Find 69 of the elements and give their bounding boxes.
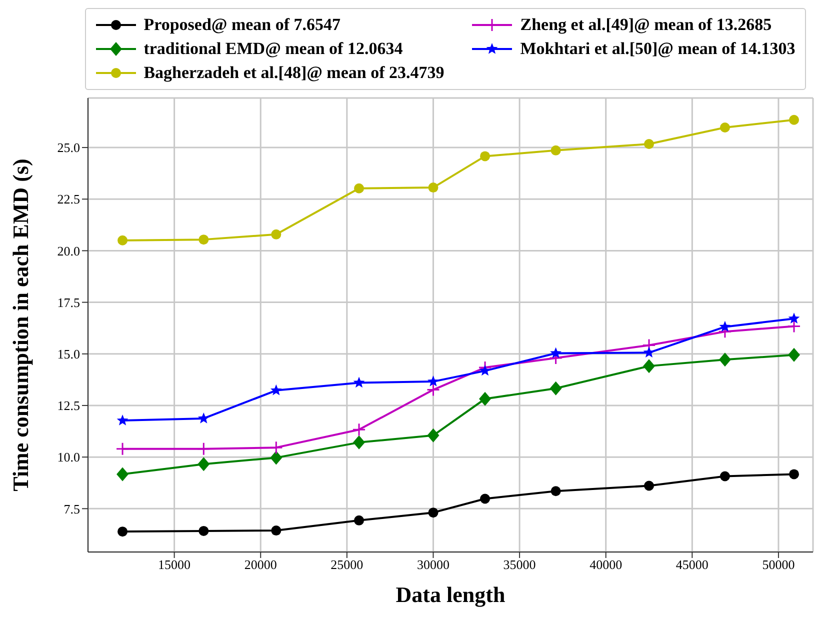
point <box>427 428 440 442</box>
y-tick-label: 12.5 <box>57 398 80 414</box>
point <box>644 139 654 150</box>
point <box>353 435 366 450</box>
point <box>789 114 800 125</box>
point <box>644 480 654 491</box>
legend-label: Mokhtari et al.[50]@ mean of 14.1303 <box>520 39 796 59</box>
legend-label: Bagherzadeh et al.[48]@ mean of 23.4739 <box>144 63 444 83</box>
point <box>116 414 128 426</box>
point <box>354 183 364 194</box>
y-tick-label: 10.0 <box>57 450 80 465</box>
point <box>550 347 562 358</box>
x-tick-label: 35000 <box>503 557 536 572</box>
point <box>352 422 366 436</box>
point <box>428 182 438 193</box>
x-tick-label: 50000 <box>762 557 795 572</box>
point <box>269 440 283 454</box>
point <box>787 319 801 333</box>
point <box>720 122 730 133</box>
point <box>354 515 364 526</box>
x-tick-label: 20000 <box>244 557 277 572</box>
point <box>118 526 128 537</box>
point <box>198 526 209 536</box>
point <box>198 457 210 472</box>
y-tick-label: 17.5 <box>57 294 80 310</box>
y-tick-label: 15.0 <box>57 346 80 362</box>
x-tick-label: 15000 <box>158 557 191 572</box>
legend-label: Zheng et al.[49]@ mean of 13.2685 <box>520 15 772 35</box>
x-tick-label: 40000 <box>590 557 622 572</box>
point <box>271 229 282 240</box>
point <box>480 494 490 504</box>
point <box>428 376 439 386</box>
point <box>426 383 440 397</box>
y-axis-title: Time consumption in each EMD (s) <box>8 158 33 492</box>
point <box>788 312 800 324</box>
x-tick-label: 30000 <box>416 557 450 572</box>
x-axis-title: Data length <box>396 582 506 607</box>
x-tick-label: 45000 <box>676 557 708 572</box>
y-tick-label: 22.5 <box>57 192 80 207</box>
y-tick-label: 20.0 <box>57 243 80 258</box>
point <box>198 412 210 424</box>
point <box>550 381 562 396</box>
point <box>270 384 282 396</box>
point <box>270 450 282 465</box>
point <box>789 469 800 480</box>
point <box>118 235 128 246</box>
point <box>196 442 210 456</box>
point <box>116 442 130 456</box>
point <box>480 151 490 162</box>
y-tick-label: 25.0 <box>57 140 80 156</box>
point <box>643 359 656 374</box>
point <box>550 486 561 496</box>
point <box>353 376 365 388</box>
point <box>479 392 492 406</box>
point <box>718 352 731 367</box>
y-tick-label: 7.5 <box>64 501 80 516</box>
point <box>479 364 491 376</box>
point <box>550 145 561 156</box>
point <box>198 234 209 245</box>
point <box>643 346 655 358</box>
point <box>719 320 731 332</box>
point <box>788 348 800 362</box>
x-tick-label: 25000 <box>330 557 364 572</box>
legend-label: traditional EMD@ mean of 12.0634 <box>144 39 403 59</box>
point <box>428 508 438 518</box>
point <box>720 471 730 482</box>
legend-label: Proposed@ mean of 7.6547 <box>144 15 341 35</box>
point <box>116 467 129 482</box>
point <box>271 526 282 536</box>
